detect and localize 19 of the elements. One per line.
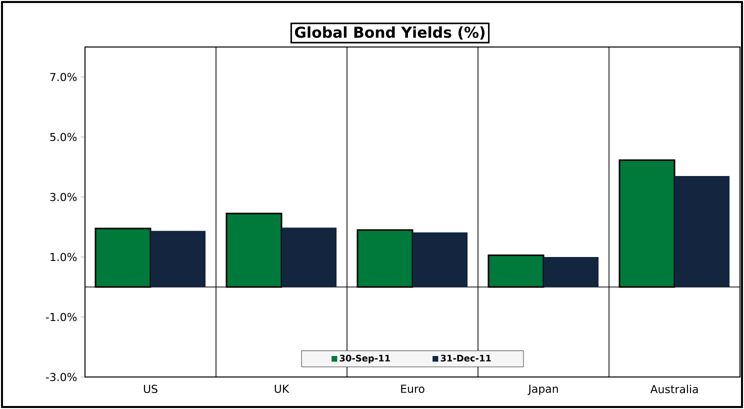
bar xyxy=(282,228,337,287)
bar xyxy=(150,230,206,287)
bar xyxy=(412,232,468,287)
y-tick-label: 3.0% xyxy=(50,192,77,202)
bar xyxy=(674,176,730,287)
bar xyxy=(544,256,599,287)
legend-label: 30-Sep-11 xyxy=(340,354,390,364)
y-tick-label: -1.0% xyxy=(46,312,77,322)
legend-label: 31-Dec-11 xyxy=(440,354,491,362)
y-tick-label: -3.0% xyxy=(46,372,77,382)
x-tick-label: Japan xyxy=(528,384,558,396)
chart-title: Global Bond Yields (%) xyxy=(294,26,485,40)
y-tick-label: 7.0% xyxy=(50,72,77,82)
x-tick-label: Euro xyxy=(401,384,424,393)
x-tick-label: US xyxy=(144,384,158,394)
y-tick-label: 5.0% xyxy=(50,132,77,142)
y-tick-label: 1.0% xyxy=(50,252,77,262)
x-tick-label: UK xyxy=(274,384,290,393)
x-tick-label: Australia xyxy=(650,384,698,394)
